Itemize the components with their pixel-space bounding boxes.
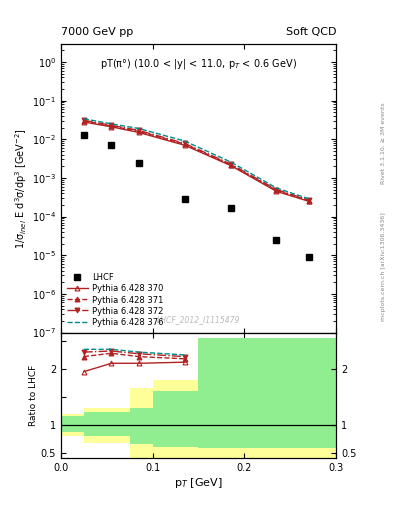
- LHCF: [109, 142, 114, 148]
- Line: LHCF: LHCF: [80, 132, 312, 261]
- Text: mcplots.cern.ch [arXiv:1306.3436]: mcplots.cern.ch [arXiv:1306.3436]: [381, 212, 386, 321]
- LHCF: [228, 205, 233, 211]
- Text: 7000 GeV pp: 7000 GeV pp: [61, 27, 133, 37]
- Pythia 6.428 376: [228, 159, 233, 165]
- Pythia 6.428 376: [274, 185, 279, 191]
- Text: Soft QCD: Soft QCD: [286, 27, 336, 37]
- Pythia 6.428 372: [109, 122, 114, 129]
- Pythia 6.428 376: [136, 125, 141, 132]
- Pythia 6.428 376: [306, 196, 311, 202]
- Pythia 6.428 372: [274, 186, 279, 193]
- Pythia 6.428 372: [136, 127, 141, 134]
- Pythia 6.428 370: [136, 130, 141, 136]
- Pythia 6.428 370: [109, 124, 114, 130]
- Pythia 6.428 370: [306, 198, 311, 204]
- Pythia 6.428 372: [182, 140, 187, 146]
- Line: Pythia 6.428 376: Pythia 6.428 376: [84, 119, 309, 199]
- Line: Pythia 6.428 372: Pythia 6.428 372: [81, 118, 311, 202]
- Pythia 6.428 371: [136, 129, 141, 135]
- LHCF: [81, 132, 86, 138]
- Pythia 6.428 376: [182, 138, 187, 144]
- Pythia 6.428 370: [274, 188, 279, 195]
- Pythia 6.428 372: [81, 117, 86, 123]
- Legend: LHCF, Pythia 6.428 370, Pythia 6.428 371, Pythia 6.428 372, Pythia 6.428 376: LHCF, Pythia 6.428 370, Pythia 6.428 371…: [65, 272, 165, 328]
- Pythia 6.428 371: [274, 187, 279, 194]
- Line: Pythia 6.428 371: Pythia 6.428 371: [81, 118, 311, 203]
- Pythia 6.428 372: [306, 197, 311, 203]
- Pythia 6.428 371: [228, 162, 233, 168]
- Pythia 6.428 372: [228, 161, 233, 167]
- X-axis label: p$_T$ [GeV]: p$_T$ [GeV]: [174, 476, 223, 490]
- Pythia 6.428 370: [228, 162, 233, 168]
- LHCF: [182, 196, 187, 202]
- Pythia 6.428 376: [109, 121, 114, 127]
- Pythia 6.428 370: [182, 142, 187, 148]
- Y-axis label: Ratio to LHCF: Ratio to LHCF: [29, 365, 38, 426]
- LHCF: [136, 159, 141, 165]
- Y-axis label: 1/σ$_{inel}$ E d$^3$σ/dp$^3$ [GeV$^{-2}$]: 1/σ$_{inel}$ E d$^3$σ/dp$^3$ [GeV$^{-2}$…: [13, 127, 29, 248]
- Pythia 6.428 371: [109, 123, 114, 129]
- Pythia 6.428 376: [81, 116, 86, 122]
- LHCF: [306, 254, 311, 260]
- Pythia 6.428 371: [182, 141, 187, 147]
- LHCF: [274, 237, 279, 243]
- Pythia 6.428 370: [81, 119, 86, 125]
- Pythia 6.428 371: [81, 118, 86, 124]
- Line: Pythia 6.428 370: Pythia 6.428 370: [81, 120, 311, 204]
- Text: pT(π°) (10.0 < |y| < 11.0, p$_T$ < 0.6 GeV): pT(π°) (10.0 < |y| < 11.0, p$_T$ < 0.6 G…: [100, 56, 297, 71]
- Text: LHCF_2012_I1115479: LHCF_2012_I1115479: [157, 315, 240, 324]
- Text: Rivet 3.1.10, ≥ 3M events: Rivet 3.1.10, ≥ 3M events: [381, 102, 386, 184]
- Pythia 6.428 371: [306, 198, 311, 204]
